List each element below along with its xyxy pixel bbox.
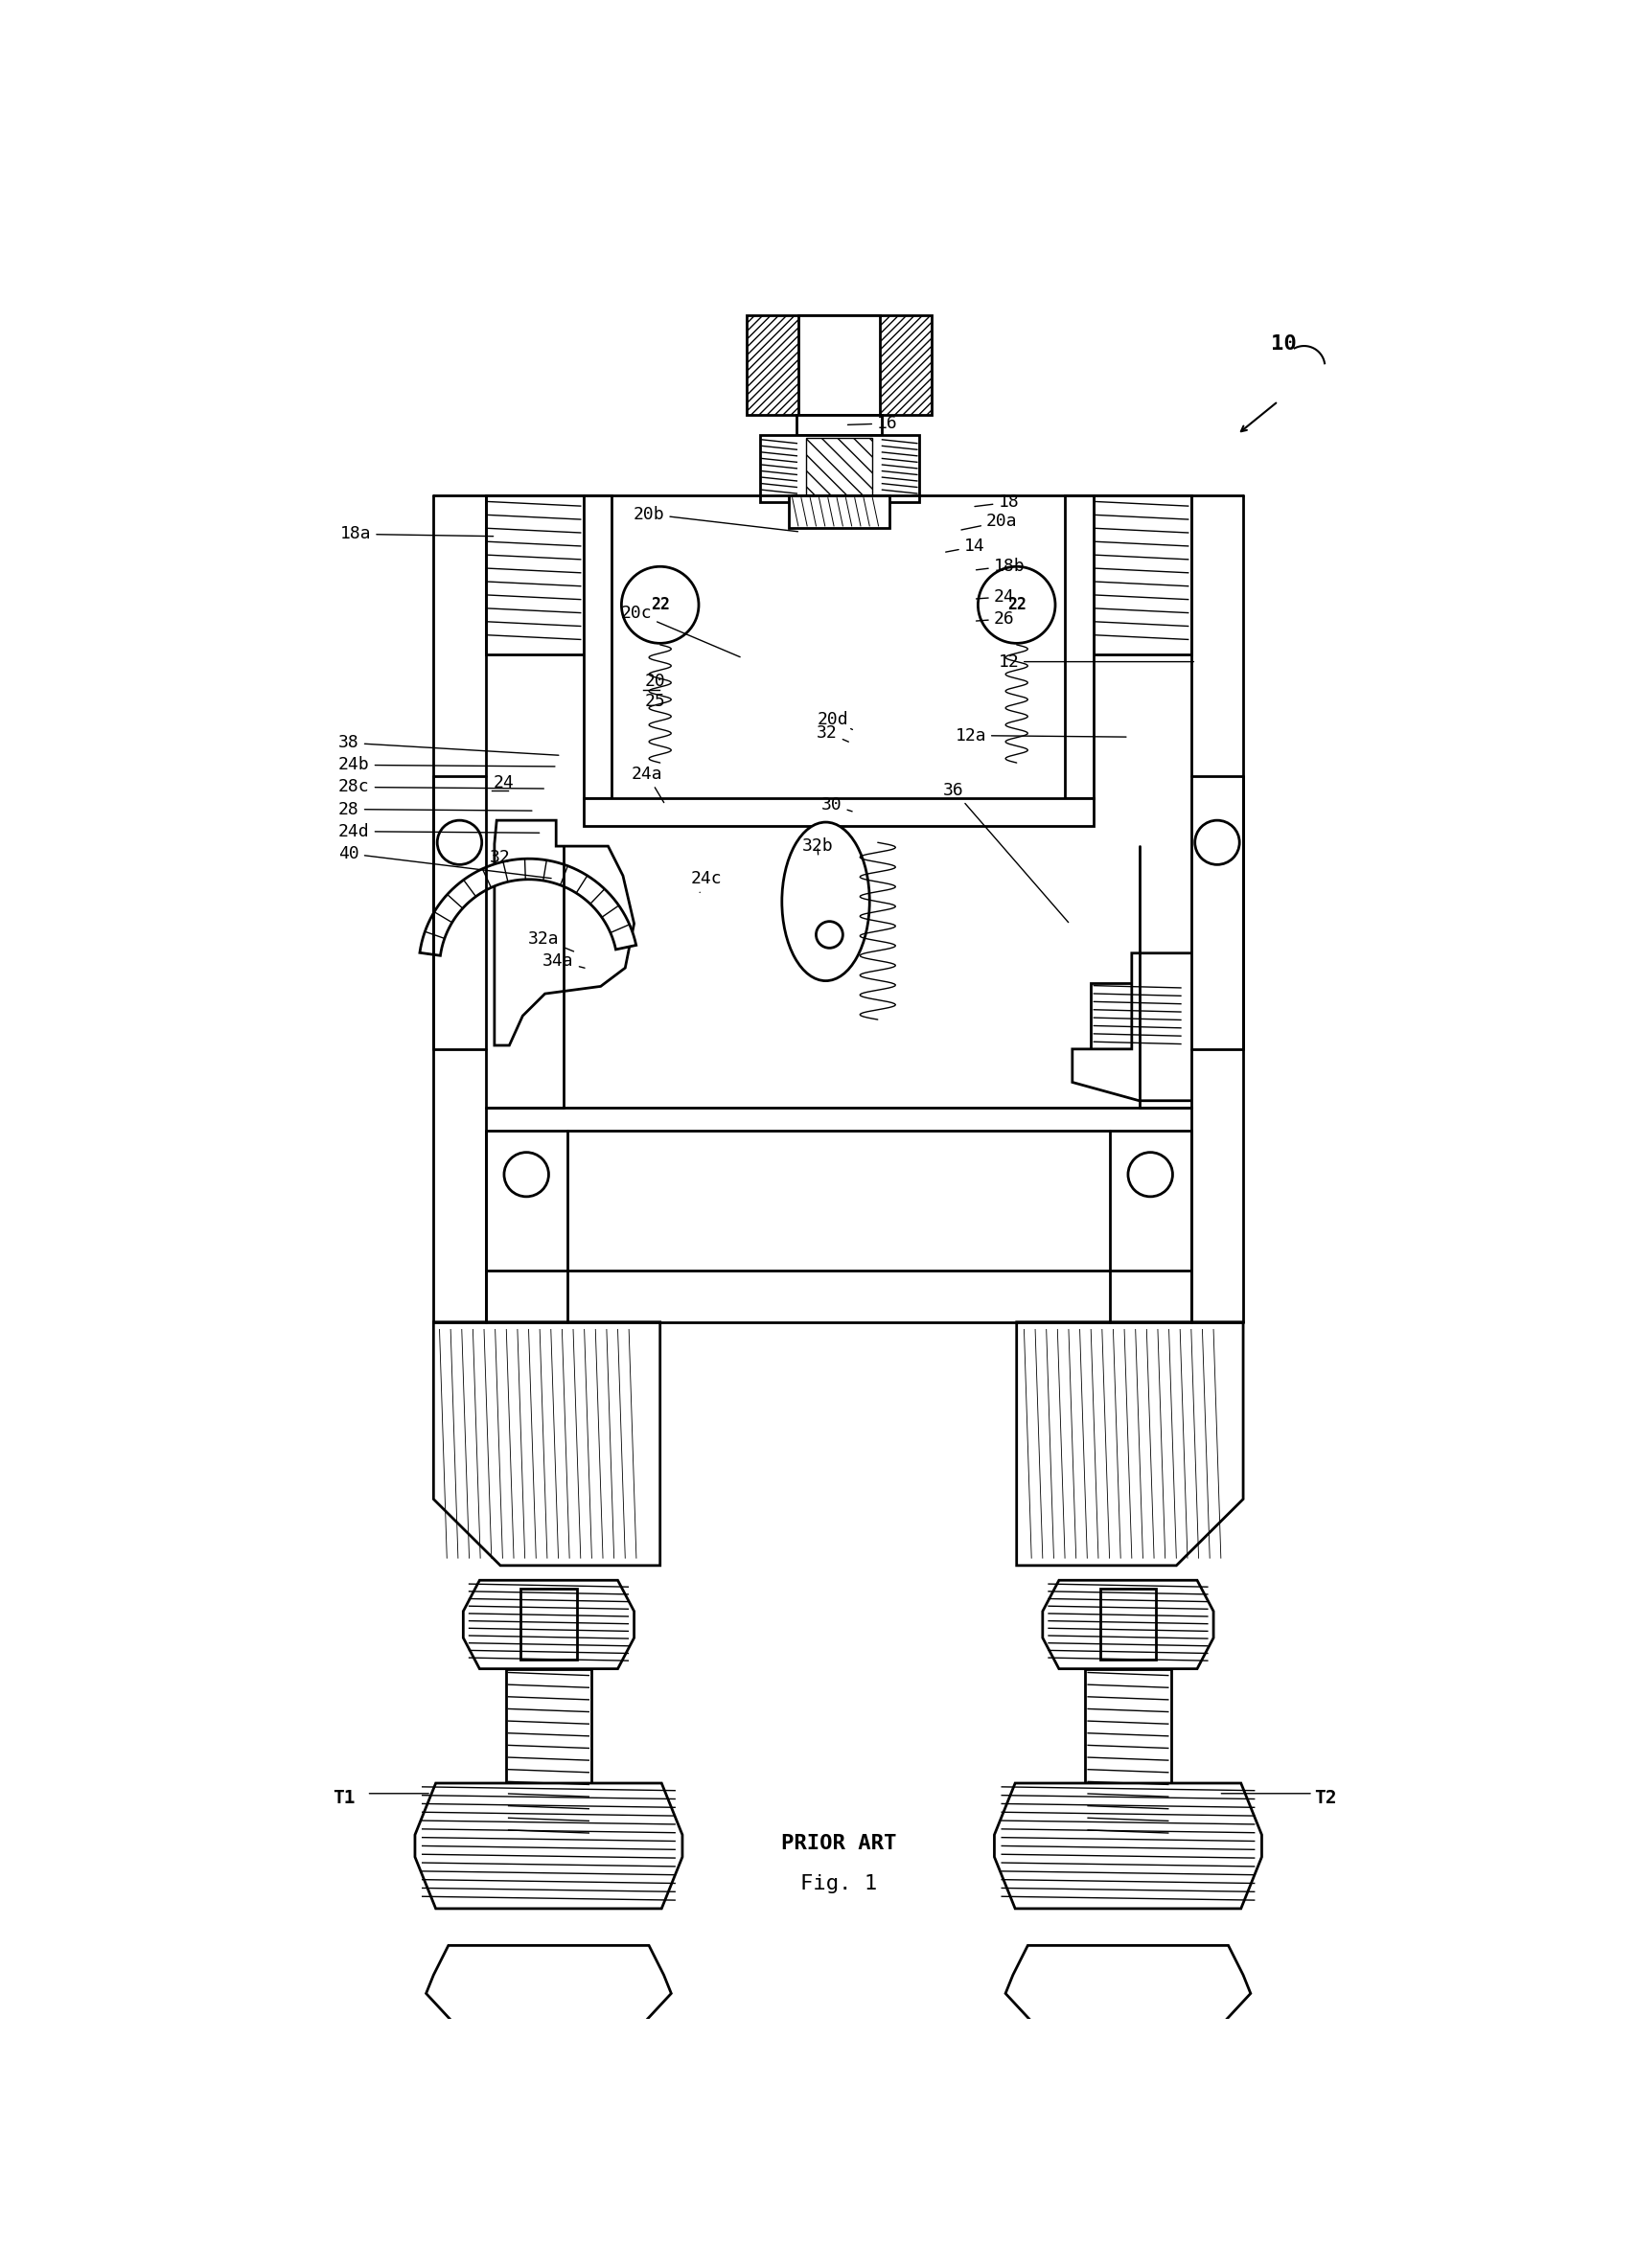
Text: 12: 12 (998, 653, 1194, 671)
Text: 32: 32 (490, 848, 511, 866)
Bar (521, 1590, 577, 1660)
Text: 14: 14 (945, 538, 984, 556)
Text: 36: 36 (943, 782, 1068, 923)
Text: 20c: 20c (621, 603, 740, 658)
Text: 20: 20 (644, 674, 665, 689)
Bar (1099, 1590, 1156, 1660)
Bar (1093, 497, 1191, 655)
Polygon shape (495, 821, 634, 1046)
Text: 38: 38 (339, 735, 559, 755)
Text: 28: 28 (339, 801, 532, 819)
Circle shape (1194, 821, 1240, 864)
Text: 34a: 34a (542, 953, 585, 971)
Text: T2: T2 (1315, 1789, 1337, 1808)
Bar (1065, 497, 1093, 798)
Text: 18a: 18a (341, 526, 493, 542)
Text: 24: 24 (493, 773, 514, 792)
Text: 18: 18 (975, 494, 1019, 510)
Bar (583, 497, 613, 798)
Bar (485, 497, 583, 655)
Bar (1084, 1669, 1171, 1846)
Text: 24d: 24d (339, 823, 539, 839)
Bar (796, 415, 883, 435)
Text: 18b: 18b (976, 558, 1025, 574)
Text: 24: 24 (976, 587, 1014, 606)
Text: 20b: 20b (634, 506, 798, 531)
Bar (806, 438, 873, 499)
Text: 26: 26 (976, 610, 1014, 628)
Text: 22: 22 (1007, 596, 1027, 615)
Text: 40: 40 (339, 846, 552, 878)
Text: 24c: 24c (691, 871, 722, 891)
Text: 32b: 32b (803, 837, 834, 855)
Text: PRIOR ART: PRIOR ART (781, 1835, 896, 1853)
Polygon shape (414, 1783, 683, 1910)
Polygon shape (1006, 1946, 1251, 2057)
Polygon shape (434, 1322, 660, 1565)
Text: 28c: 28c (339, 778, 544, 796)
Bar (798, 315, 880, 415)
Text: 10: 10 (1271, 333, 1296, 354)
Bar (583, 798, 1093, 826)
Text: 30: 30 (821, 796, 852, 814)
Bar (788, 497, 889, 528)
Polygon shape (1017, 1322, 1243, 1565)
Polygon shape (464, 1581, 634, 1669)
Circle shape (505, 1152, 549, 1198)
Polygon shape (419, 860, 636, 955)
Circle shape (437, 821, 482, 864)
Polygon shape (1073, 953, 1191, 1100)
Text: 32: 32 (817, 723, 848, 742)
Polygon shape (426, 1946, 672, 2057)
Text: 12a: 12a (955, 726, 1127, 744)
Bar (1091, 982, 1184, 1052)
Bar (760, 435, 919, 501)
Text: 24b: 24b (339, 758, 555, 773)
Circle shape (621, 567, 699, 644)
Polygon shape (994, 1783, 1261, 1910)
Text: 24a: 24a (631, 764, 663, 803)
Text: T1: T1 (333, 1789, 355, 1808)
Ellipse shape (781, 823, 870, 980)
Text: 32a: 32a (527, 930, 573, 950)
Circle shape (978, 567, 1055, 644)
Bar (506, 1669, 591, 1846)
Text: 25: 25 (644, 694, 665, 710)
Circle shape (816, 921, 844, 948)
Text: 16: 16 (848, 415, 898, 431)
Text: Fig. 1: Fig. 1 (801, 1876, 878, 1894)
Text: 22: 22 (650, 596, 670, 615)
Circle shape (1129, 1152, 1173, 1198)
Bar (747, 315, 932, 415)
Text: 20a: 20a (962, 513, 1017, 531)
Text: 20d: 20d (817, 710, 852, 730)
Polygon shape (1043, 1581, 1214, 1669)
